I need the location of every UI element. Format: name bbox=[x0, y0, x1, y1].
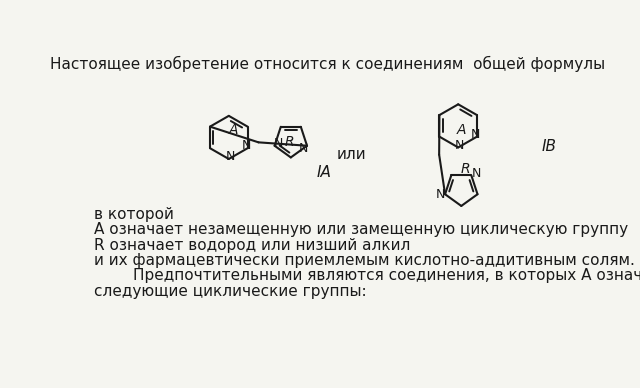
Text: в которой: в которой bbox=[94, 207, 174, 222]
Text: N: N bbox=[471, 167, 481, 180]
Text: N: N bbox=[274, 137, 283, 150]
Text: R: R bbox=[460, 162, 470, 176]
Text: Настоящее изобретение относится к соединениям  общей формулы: Настоящее изобретение относится к соедин… bbox=[51, 56, 605, 72]
Text: A: A bbox=[457, 123, 467, 137]
Text: N: N bbox=[471, 128, 480, 141]
Text: R означает водород или низший алкил: R означает водород или низший алкил bbox=[94, 237, 410, 253]
Text: IA: IA bbox=[316, 165, 332, 180]
Text: N: N bbox=[298, 142, 308, 154]
Text: N: N bbox=[241, 139, 251, 152]
Text: R: R bbox=[284, 135, 294, 149]
Text: N: N bbox=[455, 139, 465, 152]
Text: Предпочтительными являются соединения, в которых А означает: Предпочтительными являются соединения, в… bbox=[94, 268, 640, 283]
Text: следующие циклические группы:: следующие циклические группы: bbox=[94, 284, 367, 299]
Text: А означает незамещенную или замещенную циклическую группу: А означает незамещенную или замещенную ц… bbox=[94, 222, 628, 237]
Text: A: A bbox=[229, 123, 238, 137]
Text: N: N bbox=[226, 150, 235, 163]
Text: IB: IB bbox=[541, 139, 556, 154]
Text: или: или bbox=[337, 147, 366, 162]
Text: и их фармацевтически приемлемым кислотно-аддитивным солям.: и их фармацевтически приемлемым кислотно… bbox=[94, 253, 635, 268]
Text: N: N bbox=[436, 188, 445, 201]
